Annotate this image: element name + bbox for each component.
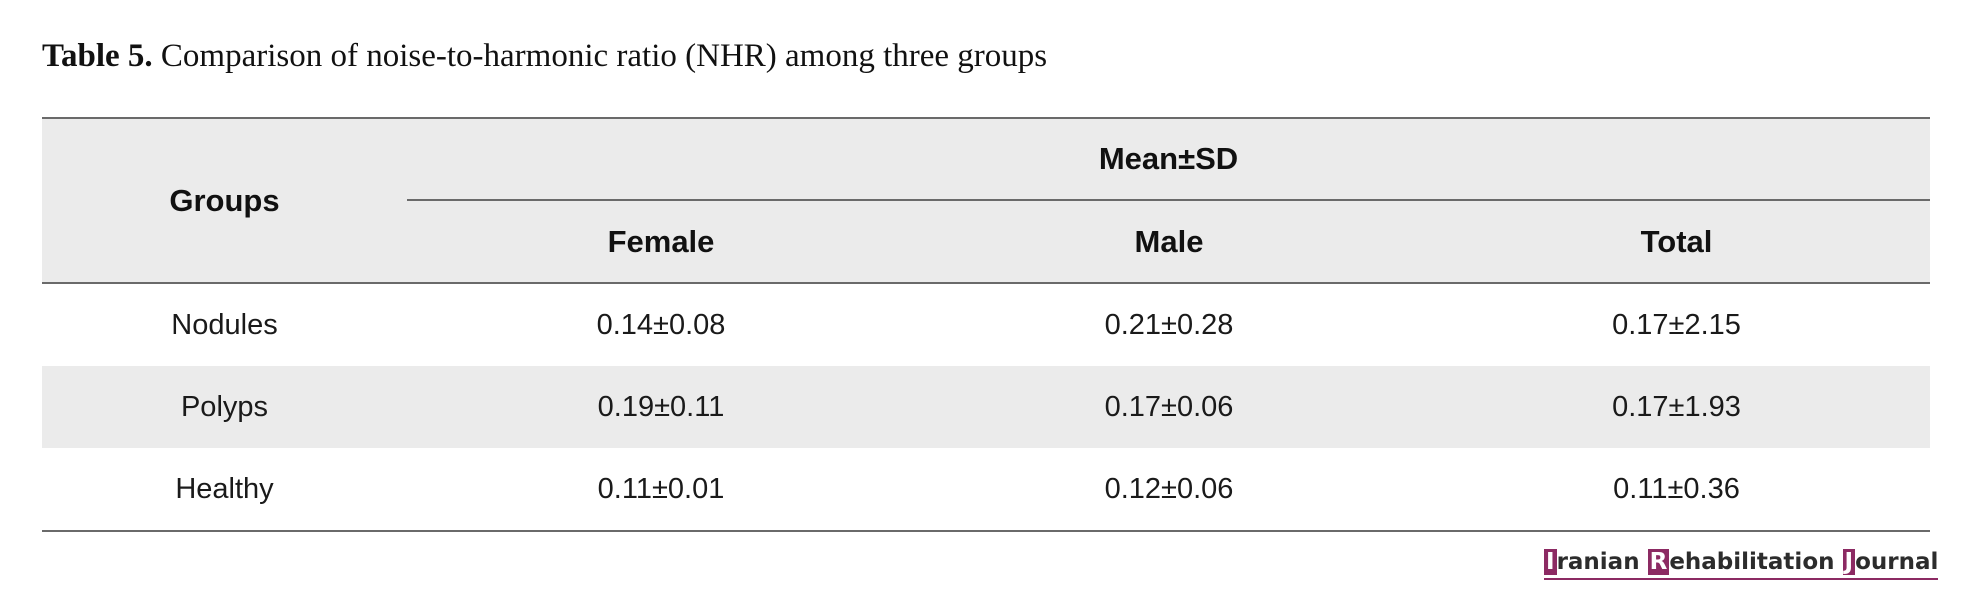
table-top-rule <box>42 117 1930 119</box>
cell-group: Healthy <box>175 473 274 505</box>
header-male: Male <box>1134 224 1204 259</box>
cell-male: 0.21±0.28 <box>1104 309 1234 341</box>
logo-word-ournal: ournal <box>1855 549 1939 575</box>
header-total: Total <box>1640 224 1713 259</box>
logo-word-ranian: ranian <box>1556 549 1648 575</box>
table-caption: Table 5. Comparison of noise-to-harmonic… <box>42 38 1047 75</box>
table-row: Healthy 0.11±0.01 0.12±0.06 0.11±0.36 <box>42 448 1930 530</box>
cell-male: 0.17±0.06 <box>1104 391 1234 423</box>
cell-female: 0.14±0.08 <box>596 309 726 341</box>
table-header-background <box>42 119 1930 283</box>
cell-group: Nodules <box>171 309 278 341</box>
header-female: Female <box>607 224 715 259</box>
header-bottom-rule <box>42 282 1930 284</box>
cell-total: 0.11±0.36 <box>1613 473 1740 505</box>
logo-word-ehabilitation: ehabilitation <box>1669 549 1843 575</box>
header-sub-rule <box>407 199 1930 201</box>
logo-initial-i: I <box>1544 549 1557 575</box>
header-groups: Groups <box>169 183 280 218</box>
cell-female: 0.11±0.01 <box>597 473 725 505</box>
logo-initial-j: J <box>1842 549 1856 575</box>
caption-label: Table 5. <box>42 38 153 74</box>
cell-male: 0.12±0.06 <box>1104 473 1234 505</box>
caption-text: Comparison of noise-to-harmonic ratio (N… <box>160 38 1048 74</box>
cell-group: Polyps <box>180 391 269 423</box>
table-row: Polyps 0.19±0.11 0.17±0.06 0.17±1.93 <box>42 366 1930 448</box>
cell-female: 0.19±0.11 <box>597 391 725 423</box>
table-row: Nodules 0.14±0.08 0.21±0.28 0.17±2.15 <box>42 284 1930 366</box>
logo-initial-r: R <box>1647 549 1670 575</box>
journal-logo: Iranian Rehabilitation Journal <box>1544 548 1939 580</box>
table-bottom-rule <box>42 530 1930 532</box>
cell-total: 0.17±2.15 <box>1612 309 1741 341</box>
header-mean-sd: Mean±SD <box>1098 141 1239 176</box>
cell-total: 0.17±1.93 <box>1612 391 1741 423</box>
